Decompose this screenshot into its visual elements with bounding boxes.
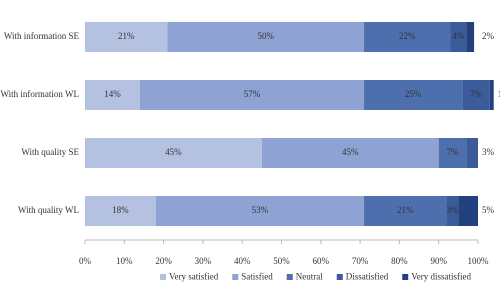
value-label: 53% [252,205,269,215]
bar-segment [140,80,365,110]
y-tick-label: With information SE [4,31,80,41]
legend-label: Very satisfied [169,272,219,282]
y-tick-label: With quality SE [21,147,79,157]
bar-segment [466,22,475,52]
value-label: 25% [405,89,422,99]
legend-swatch [336,274,343,280]
bar-segment [85,138,262,168]
value-label: 21% [118,31,135,41]
x-tick-label: 10% [116,256,133,266]
value-label: 45% [342,147,359,157]
value-label: 57% [244,89,261,99]
legend-swatch [402,274,409,280]
bar-segment [450,22,467,52]
bar-segment [85,196,156,226]
x-tick-label: 20% [155,256,172,266]
value-label: 3% [482,147,495,157]
value-label: 50% [258,31,275,41]
x-tick-label: 50% [273,256,290,266]
legend-swatch [286,274,293,280]
x-tick-label: 0% [79,256,92,266]
x-tick-label: 60% [313,256,330,266]
value-label: 45% [165,147,182,157]
x-tick-label: 70% [352,256,369,266]
value-label: 18% [112,205,129,215]
legend-swatch [160,274,166,280]
x-tick-label: 40% [234,256,251,266]
y-tick-label: With information WL [1,89,79,99]
value-label: 21% [397,205,414,215]
value-label: 14% [104,89,121,99]
y-tick-label: With quality WL [18,205,79,215]
value-label: 4% [452,31,465,41]
value-label: 22% [399,31,416,41]
bar-segment [85,80,141,110]
x-tick-label: 90% [430,256,447,266]
value-label: 3% [446,205,459,215]
bar-segment [458,196,478,226]
value-label: 1% [498,89,500,99]
value-label: 7% [470,89,483,99]
legend-label: Satisfied [241,272,273,282]
bar-segment [167,22,365,52]
legend-label: Dissatisfied [346,272,389,282]
bar-segment [155,196,365,226]
legend-label: Very dissatisfied [411,272,471,282]
bar-segment [438,138,467,168]
bar-segment [364,22,451,52]
x-tick-label: 100% [468,256,490,266]
x-tick-label: 80% [391,256,408,266]
legend-swatch [232,274,239,280]
bar-segment [364,80,463,110]
bar-segment [489,80,494,110]
value-label: 2% [482,31,495,41]
value-label: 7% [446,147,459,157]
bar-segment [364,196,447,226]
bar-segment [261,138,439,168]
bar-segment [85,22,168,52]
x-tick-label: 30% [195,256,212,266]
legend-label: Neutral [296,272,323,282]
bar-segment [466,138,478,168]
value-label: 5% [482,205,495,215]
bar-segment [462,80,490,110]
bar-segment [446,196,459,226]
